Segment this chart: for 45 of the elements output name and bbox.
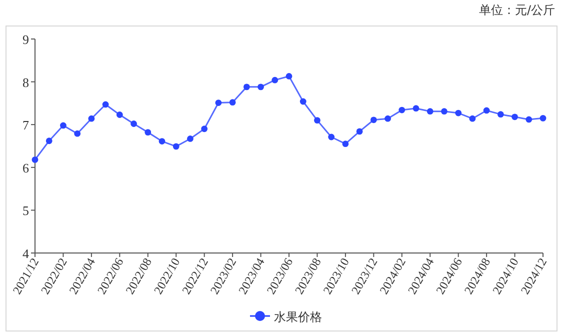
point [441,108,448,115]
point [201,126,208,132]
point [398,106,406,114]
point [88,115,95,122]
legend-label: 水果价格 [274,310,322,324]
point [469,115,476,122]
point [243,84,250,90]
point [46,138,52,144]
y-tick-label: 7 [22,118,30,133]
point [60,122,66,129]
point [455,110,462,116]
point [356,128,363,135]
point [497,111,504,118]
point [158,138,166,144]
y-tick-label: 5 [22,203,29,218]
point [300,98,306,105]
point [32,156,38,163]
point [384,115,391,122]
point [130,120,137,127]
point [370,116,377,124]
text: 单位：元/公斤 [478,3,555,17]
point [229,99,236,106]
point [412,105,420,112]
point [483,107,490,114]
point [172,143,180,150]
point [272,76,278,84]
point [258,84,264,90]
y-tick-label: 8 [22,74,29,90]
point [540,114,546,122]
y-tick-label: 4 [22,246,30,261]
point [526,116,532,123]
point [215,100,222,106]
point [426,108,434,115]
point [512,114,518,120]
y-tick-label: 9 [22,32,29,47]
point [314,117,320,124]
point [74,130,81,137]
point [342,140,349,148]
point [286,73,292,80]
point [187,136,194,142]
point [144,129,152,136]
point [116,112,123,118]
y-tick-label: 6 [22,160,30,176]
point [328,134,335,140]
point [102,101,109,108]
